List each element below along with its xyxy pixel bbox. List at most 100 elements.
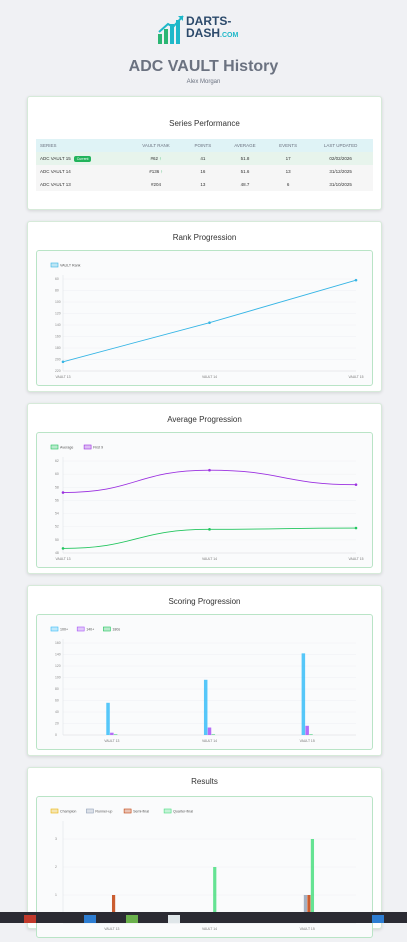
bar-140- [305,725,309,735]
x-tick-label: VAULT 13 [55,375,70,379]
darts-dash-logo[interactable]: DARTS- DASH.COM [156,12,256,48]
y-tick-label: 52 [55,525,59,529]
data-point-average [61,547,65,550]
series-name: ADC VAULT 13 [36,178,129,191]
data-point-average [208,528,211,531]
y-tick-label: 48 [55,551,59,555]
x-tick-label: VAULT 14 [202,927,217,931]
legend-swatch-average [50,444,59,450]
col-vault-rank: VAULT RANK [128,139,184,152]
app-icon[interactable] [126,915,138,923]
app-icon[interactable] [84,915,96,923]
y-tick-label: 220 [55,369,61,373]
rank-progression-title: Rank Progression [172,233,237,242]
vault-rank: #62 [150,156,158,161]
series-line-average [62,527,357,549]
bar-180s [113,734,118,735]
legend-label-runner-up: Runner-up [95,810,112,814]
col-series: SERIES [36,139,129,152]
y-tick-label: 80 [55,289,59,293]
y-tick-label: 60 [55,699,59,703]
table-row[interactable]: ADC VAULT 15 Current #62 ↑ 41 51.8 17 02/… [36,152,373,165]
events: 6 [267,178,309,191]
y-tick-label: 60 [55,472,59,476]
bar-180s [211,734,216,735]
page-title: ADC VAULT History [128,58,279,75]
x-tick-label: VAULT 15 [348,375,363,379]
col-last-updated: LAST UPDATED [308,139,373,152]
average-progression-card: Average Progression Average First 9 48 50 52… [27,403,382,574]
y-tick-label: 58 [55,485,59,489]
x-tick-label: VAULT 13 [104,927,119,931]
data-point-vault-rank [208,321,211,324]
legend-swatch-first-9 [83,444,92,450]
last-updated: 31/12/2025 [308,165,373,178]
series-line-first-9 [62,469,357,493]
points: 41 [183,152,223,165]
series-performance-card: Series Performance SERIES VAULT RANK POI… [27,96,382,210]
data-point-vault-rank [354,278,358,282]
legend-label-100-: 100+ [60,628,68,632]
x-tick-label: VAULT 15 [348,557,363,561]
brand-line1: DARTS- [186,14,232,28]
y-tick-label: 200 [55,358,61,362]
col-events: EVENTS [267,139,309,152]
table-row[interactable]: ADC VAULT 13 #204 13 48.7 6 31/10/2025 [36,178,373,191]
bar-quarter-final [213,867,217,923]
legend-label-champion: Champion [60,810,76,814]
average: 48.7 [222,178,268,191]
app-icon[interactable] [24,915,36,923]
bar-semi-final [111,895,116,923]
legend-label-first-9: First 9 [93,446,103,450]
results-card: Results Champion Runner-up Semi-final Quart… [27,767,382,938]
y-tick-label: 140 [55,653,61,657]
series-line-vault-rank [62,279,357,363]
brand-suffix: .COM [220,32,239,39]
y-tick-label: 160 [55,335,61,339]
series-name: ADC VAULT 15 [40,155,71,161]
last-updated: 31/10/2025 [308,178,373,191]
brand-line2: DASH [186,26,221,40]
y-tick-label: 120 [55,312,61,316]
series-performance-title: Series Performance [169,119,240,128]
x-tick-label: VAULT 14 [202,375,217,379]
legend-swatch-vault-rank [50,262,59,268]
y-tick-label: 54 [55,512,59,516]
rank-progression-card: Rank Progression VAULT Rank 60 80 100 120 140… [27,221,382,392]
legend-label-180s: 180s [112,628,120,632]
y-tick-label: 180 [55,346,61,350]
app-icon[interactable] [372,915,384,923]
taskbar [0,912,407,923]
bar-100- [301,653,306,735]
app-icon[interactable] [168,915,180,923]
series-performance-table: SERIES VAULT RANK POINTS AVERAGE EVENTS … [36,139,373,191]
average-progression-chart: Average First 9 48 50 52 54 56 58 60 62 VAULT 13 VA… [50,444,364,561]
legend-swatch-100- [50,626,59,632]
bar-semi-final [307,895,311,923]
bar-140- [207,727,212,735]
y-tick-label: 62 [55,459,59,463]
legend-swatch-runner-up [86,808,94,814]
y-tick-label: 100 [55,300,61,304]
average-progression-title: Average Progression [167,415,242,424]
x-tick-label: VAULT 15 [300,739,315,743]
legend-label-semi-final: Semi-final [133,810,149,814]
events: 17 [267,152,309,165]
data-point-first-9 [61,491,65,494]
col-points: POINTS [183,139,223,152]
legend-swatch-champion [50,808,59,814]
trend-up-icon: ↑ [160,169,163,174]
data-point-first-9 [354,483,358,486]
legend-label-average: Average [60,446,73,450]
y-tick-label: 20 [55,722,59,726]
x-tick-label: VAULT 13 [104,739,119,743]
legend-label-140-: 140+ [86,628,94,632]
x-tick-label: VAULT 14 [202,557,217,561]
last-updated: 02/02/2026 [308,152,373,165]
legend-swatch-semi-final [123,808,132,814]
x-tick-label: VAULT 15 [300,927,315,931]
table-row[interactable]: ADC VAULT 14 #136 ↑ 16 51.6 13 31/12/202… [36,165,373,178]
data-point-vault-rank [61,360,65,364]
y-tick-label: 2 [55,865,57,869]
data-point-average [354,526,358,530]
